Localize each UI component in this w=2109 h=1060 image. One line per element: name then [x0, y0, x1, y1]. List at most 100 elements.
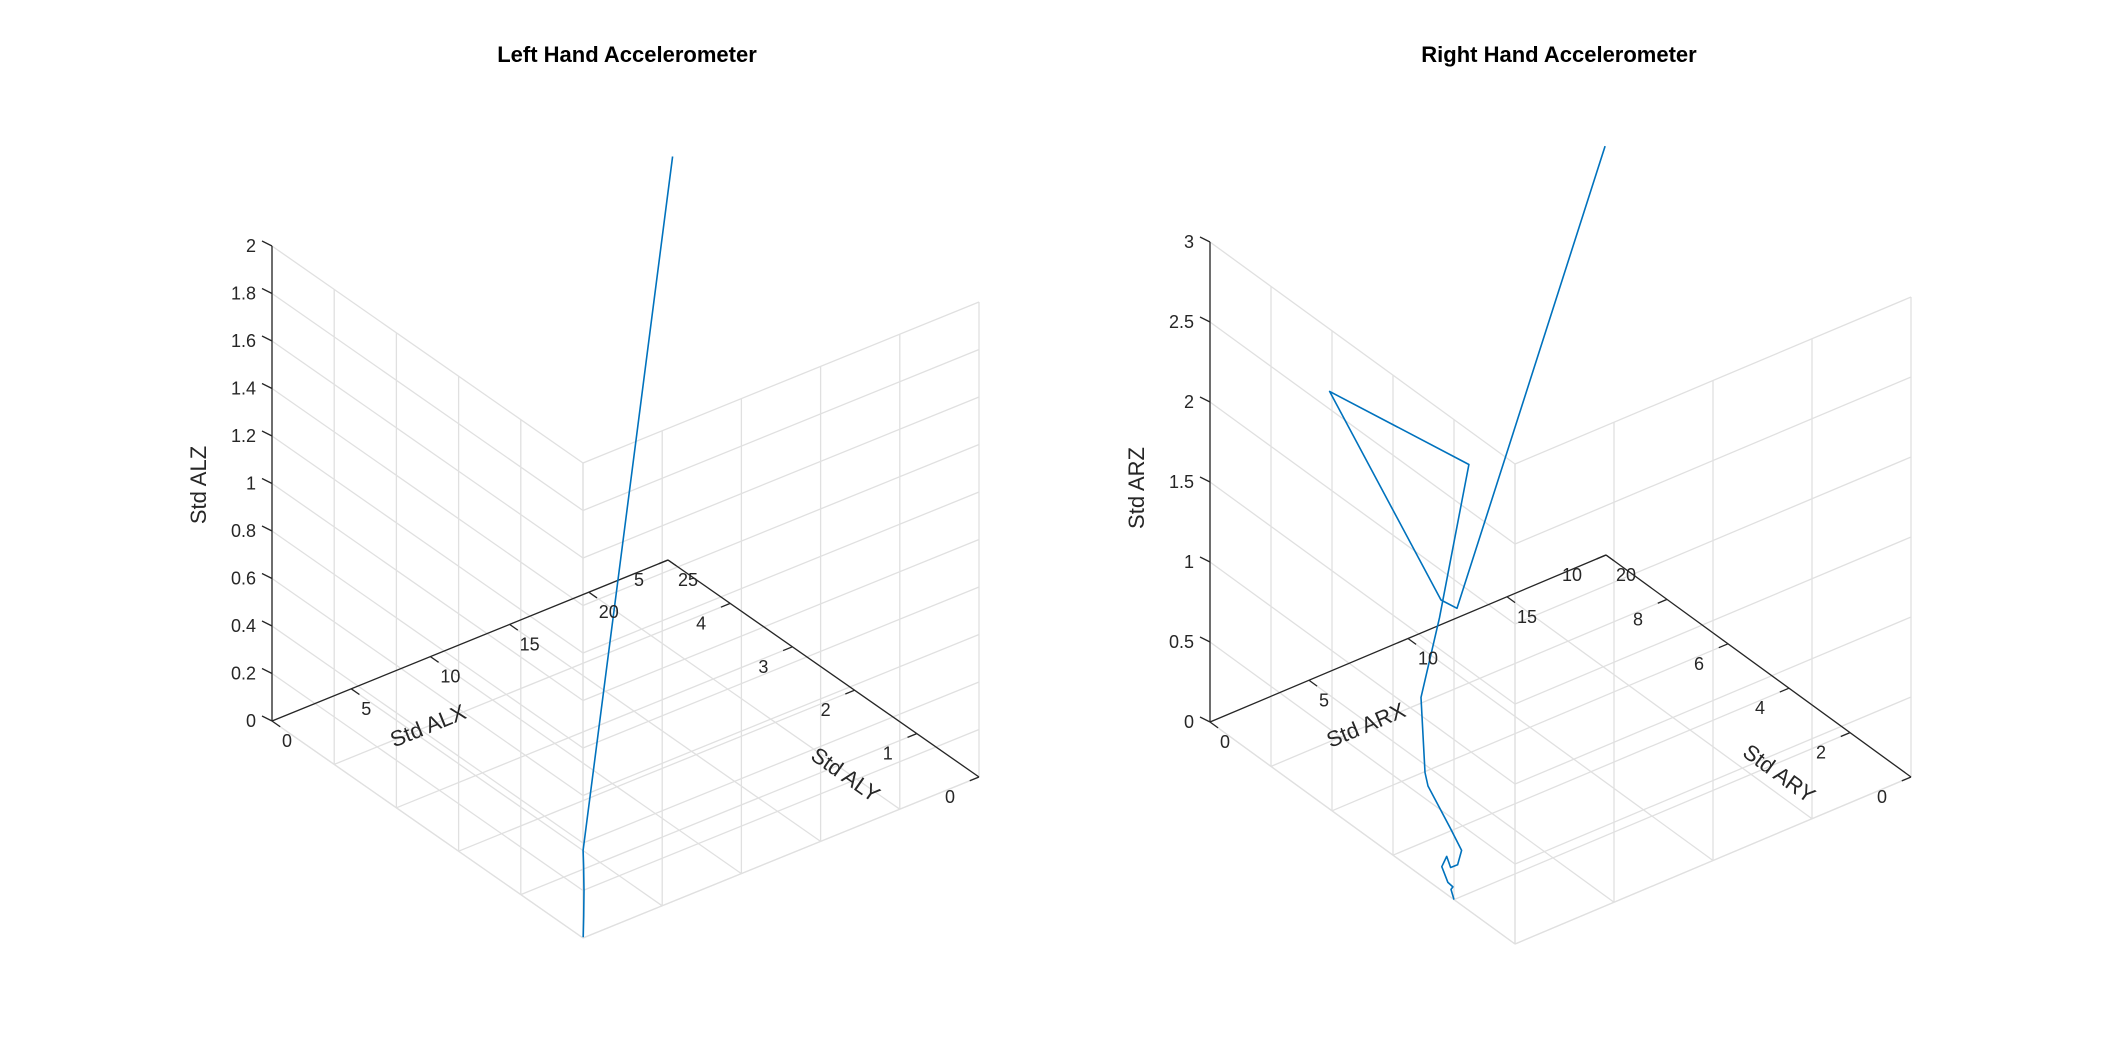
floor-gridline-x: [430, 656, 742, 875]
z-tick-label: 1.8: [231, 284, 256, 304]
wall-gridline-z: [582, 538, 980, 702]
z-tick-label: 2: [1184, 392, 1194, 412]
z-axis-label: Std ARZ: [1124, 447, 1149, 529]
x-tick: [667, 559, 677, 567]
x-tick-label: 20: [599, 602, 619, 622]
floor-gridline-y: [1331, 643, 1729, 812]
x-tick-label: 5: [1319, 690, 1329, 710]
floor-gridline-y: [1453, 732, 1851, 901]
wall-gridline-z: [271, 340, 584, 559]
z-tick: [1199, 716, 1211, 723]
wall-gridline-z: [1514, 536, 1912, 705]
y-tick-label: 2: [821, 700, 831, 720]
left-hand-accelerometer-plot: 0 5 10 15 20 25 0 1 2 3 4 5 0 0.2 0.4 0.6 0.8 1 1.2 1.4 1.6 1…: [186, 42, 980, 939]
y-tick-label: 2: [1816, 743, 1826, 763]
z-tick-label: 0.6: [231, 569, 256, 589]
z-tick-label: 1: [246, 474, 256, 494]
wall-gridline-z: [271, 577, 584, 797]
z-tick: [261, 525, 273, 532]
x-tick: [1209, 721, 1219, 729]
z-tick: [1199, 396, 1211, 403]
x-tick: [430, 656, 439, 663]
y-tick: [782, 646, 793, 652]
z-tick: [261, 430, 273, 437]
wall-gridline-z: [271, 292, 584, 512]
y-tick-label: 5: [634, 570, 644, 590]
floor-gridline-y: [520, 732, 918, 896]
wall-gridline-z: [1209, 401, 1516, 625]
y-tick-label: 4: [696, 613, 706, 633]
z-tick: [1199, 476, 1211, 483]
z-tick: [261, 335, 273, 342]
chart-title: Left Hand Accelerometer: [497, 42, 757, 67]
z-tick: [261, 715, 273, 722]
wall-gridline-z: [582, 776, 980, 939]
z-tick-label: 1: [1184, 552, 1194, 572]
wall-gridline-z: [582, 633, 980, 797]
z-tick-label: 0: [1184, 712, 1194, 732]
y-tick-label: 10: [1562, 565, 1582, 585]
y-tick: [1901, 776, 1912, 782]
x-tick: [271, 720, 281, 728]
z-tick-label: 0.2: [231, 664, 256, 684]
z-tick: [261, 572, 273, 580]
wall-gridline-z: [582, 728, 980, 892]
z-tick-label: 3: [1184, 232, 1194, 252]
wall-gridline-z: [1209, 721, 1516, 945]
chart-title: Right Hand Accelerometer: [1421, 42, 1697, 67]
floor-gridline-x: [509, 623, 821, 842]
floor-gridline-y: [1270, 598, 1668, 767]
y-tick: [845, 689, 855, 695]
x-tick: [1308, 679, 1318, 687]
y-tick-label: 8: [1633, 609, 1643, 629]
floor-gridline-x: [1407, 637, 1714, 862]
z-tick: [1199, 636, 1211, 643]
y-tick: [969, 776, 980, 782]
y-tick: [720, 602, 731, 608]
wall-gridline-z: [1514, 776, 1912, 945]
z-tick: [261, 620, 273, 627]
wall-gridline-z: [1209, 481, 1516, 705]
wall-gridline-z: [1209, 561, 1516, 785]
wall-gridline-z: [1209, 241, 1516, 465]
wall-gridline-z: [582, 396, 980, 559]
y-tick: [1596, 554, 1607, 560]
x-axis-line: [271, 559, 669, 722]
z-tick-label: 0.5: [1169, 632, 1194, 652]
floor-gridline-x: [588, 591, 901, 810]
wall-gridline-z: [271, 482, 584, 702]
wall-gridline-z: [271, 387, 584, 607]
y-tick-label: 0: [1877, 787, 1887, 807]
wall-gridline-z: [582, 681, 980, 844]
x-tick: [1605, 554, 1615, 562]
floor-gridline-x: [1308, 679, 1615, 903]
y-tick: [658, 559, 669, 565]
x-axis-label: Std ALX: [386, 699, 469, 752]
z-tick-label: 1.2: [231, 426, 256, 446]
wall-gridline-z: [582, 301, 980, 464]
x-tick-label: 20: [1616, 565, 1636, 585]
floor-gridline-x: [1506, 596, 1813, 820]
y-axis-line: [1605, 554, 1912, 778]
wall-gridline-z: [271, 720, 584, 939]
wall-gridline-z: [271, 672, 584, 892]
y-tick: [1657, 598, 1668, 604]
y-axis-line: [667, 559, 980, 778]
floor-gridline-y: [458, 689, 855, 852]
y-tick: [1718, 643, 1729, 649]
wall-gridline-z: [1209, 321, 1516, 545]
z-tick: [1199, 236, 1211, 243]
x-tick: [350, 688, 360, 696]
z-tick: [261, 287, 273, 295]
wall-gridline-z: [582, 348, 980, 512]
wall-gridline-z: [271, 625, 584, 844]
floor-gridline-y: [1392, 687, 1790, 856]
y-tick-label: 0: [945, 787, 955, 807]
wall-gridline-z: [582, 491, 980, 654]
z-tick-label: 2.5: [1169, 312, 1194, 332]
wall-gridline-z: [582, 586, 980, 749]
y-tick-label: 6: [1694, 654, 1704, 674]
x-tick-label: 0: [1220, 732, 1230, 752]
wall-gridline-z: [271, 245, 584, 464]
